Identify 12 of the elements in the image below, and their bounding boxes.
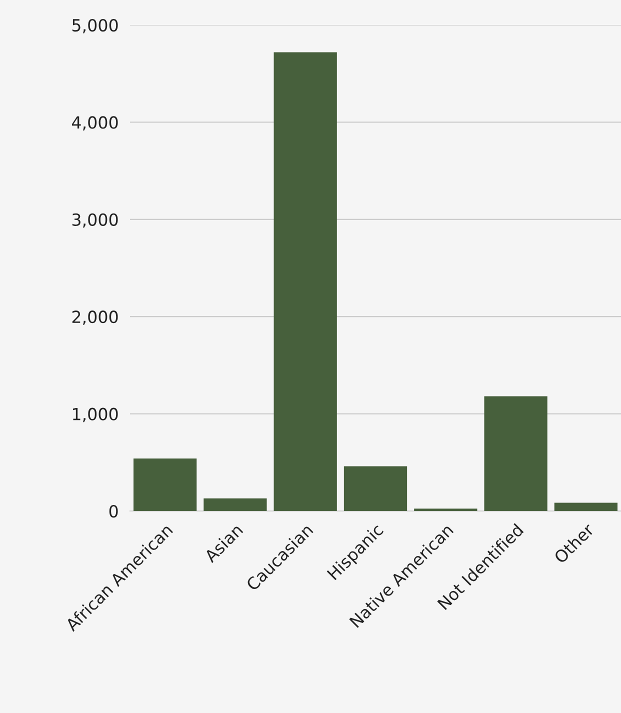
bar xyxy=(204,498,267,511)
y-tick-label: 3,000 xyxy=(72,213,118,228)
y-tick-label: 1,000 xyxy=(73,408,118,422)
y-tick-label: 4,000 xyxy=(72,116,118,130)
bar xyxy=(344,466,408,511)
y-tick-label: 0 xyxy=(109,504,118,518)
bar xyxy=(554,502,618,511)
bar xyxy=(484,396,548,511)
bar xyxy=(274,52,337,511)
y-tick-label: 2,000 xyxy=(72,310,118,325)
y-tick-label: 5,000 xyxy=(72,18,118,34)
bar xyxy=(134,458,197,511)
